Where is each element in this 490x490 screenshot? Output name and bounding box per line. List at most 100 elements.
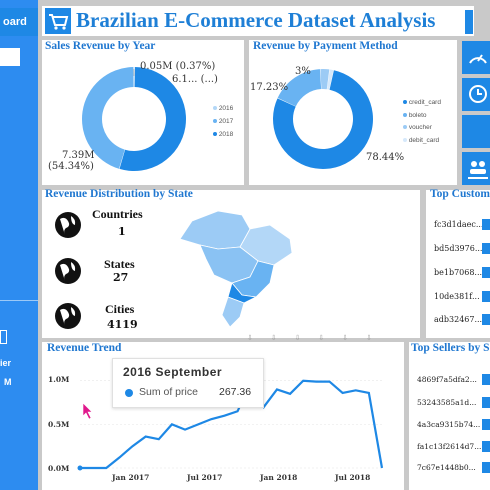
cart-logo	[45, 8, 71, 34]
globe-icon	[55, 258, 81, 284]
nav-button-customers[interactable]	[462, 152, 490, 185]
customer-bar	[482, 243, 490, 254]
seller-bar	[482, 441, 490, 452]
customers-icon	[468, 161, 488, 179]
customer-bar	[482, 291, 490, 302]
top-sellers-title: Top Sellers by S	[411, 342, 490, 354]
seller-id: fa1c13f2614d7...	[417, 442, 482, 451]
year-label-top: 0.05M (0.37%)	[140, 61, 216, 72]
stat-states-label: States	[104, 257, 135, 271]
nav-button-gauge[interactable]	[462, 41, 490, 74]
legend-item-voucher[interactable]: voucher	[403, 122, 441, 135]
tooltip-value: 267.36	[219, 386, 252, 398]
sidebar-divider	[0, 300, 38, 301]
donut-slice-2017[interactable]	[81, 67, 134, 169]
sidebar-toggle[interactable]	[0, 330, 7, 344]
stat-countries-value: 1	[118, 225, 126, 238]
nav-button-blank[interactable]	[462, 115, 490, 148]
clock-icon	[469, 85, 487, 103]
header-bar	[42, 6, 474, 36]
sales-by-year-title: Sales Revenue by Year	[45, 40, 156, 52]
x-tick: Jul 2018	[335, 473, 371, 482]
customer-bar	[482, 219, 490, 230]
legend-item-credit-card[interactable]: credit_card	[403, 97, 441, 110]
top-customers-card	[426, 190, 490, 338]
region-north[interactable]	[179, 210, 251, 250]
seller-bar	[482, 374, 490, 385]
payment-label-a: 3%	[295, 66, 311, 77]
x-tick: Jan 2017	[112, 473, 150, 482]
seller-id: 53243585a1d...	[417, 398, 477, 407]
payment-label-b: 17.23%	[250, 82, 289, 93]
trend-title: Revenue Trend	[47, 342, 122, 354]
tooltip-series-dot	[125, 389, 133, 397]
donut-slice-credit-card[interactable]	[273, 70, 373, 169]
x-tick: Jan 2018	[260, 473, 298, 482]
globe-icon	[55, 212, 81, 238]
chart-tooltip: 2016 September Sum of price 267.36	[112, 358, 264, 408]
region-sao-paulo[interactable]	[227, 282, 258, 304]
cart-icon	[49, 14, 69, 30]
sidebar-label-2: M	[4, 377, 12, 387]
top-sellers-card	[409, 342, 490, 490]
stat-cities-label: Cities	[105, 302, 135, 316]
trend-point-highlight[interactable]	[77, 465, 83, 471]
gauge-icon	[469, 54, 487, 64]
legend-item-boleto[interactable]: boleto	[403, 110, 441, 123]
brazil-map[interactable]	[170, 203, 300, 331]
sidebar-label-1: ier	[0, 358, 12, 368]
stat-states-value: 27	[113, 271, 129, 284]
stat-cities-value: 4119	[107, 318, 138, 331]
region-south[interactable]	[221, 296, 245, 328]
sales-by-year-donut	[81, 67, 186, 171]
donut-slice-boleto[interactable]	[277, 69, 322, 107]
sidebar-search-input[interactable]	[0, 48, 20, 66]
year-label-pct: (54.34%)	[48, 161, 94, 172]
year-legend: 2016 2017 2018	[213, 102, 233, 141]
legend-item-2018[interactable]: 2018	[213, 128, 233, 141]
y-tick: 0.0M	[48, 464, 70, 473]
tooltip-title: 2016 September	[123, 365, 223, 379]
seller-id: 7c67e1448b0...	[417, 463, 476, 472]
seller-id: 4869f7a5dfa2...	[417, 375, 477, 384]
payment-legend: credit_card boleto voucher debit_card	[403, 97, 441, 147]
customer-bar	[482, 314, 490, 325]
sidebar: oard ier M	[0, 0, 38, 490]
payment-method-title: Revenue by Payment Method	[253, 40, 398, 52]
legend-item-debit-card[interactable]: debit_card	[403, 135, 441, 148]
stat-countries-label: Countries	[92, 207, 143, 221]
top-customers-title: Top Custom	[430, 188, 490, 200]
sidebar-title-box	[0, 8, 38, 36]
seller-bar	[482, 462, 490, 473]
donut-slice-debit-card[interactable]	[327, 69, 334, 90]
payment-label-c: 78.44%	[366, 152, 405, 163]
payment-donut	[273, 69, 373, 169]
header-accent	[465, 10, 473, 34]
customer-id: fc3d1daec...	[434, 220, 484, 229]
trend-series-line[interactable]	[79, 379, 384, 470]
donut-slice-2018[interactable]	[119, 67, 186, 171]
year-label-mid: 6.1... (...)	[172, 74, 218, 85]
y-tick: 0.5M	[48, 420, 70, 429]
legend-item-2017[interactable]: 2017	[213, 115, 233, 128]
legend-item-2016[interactable]: 2016	[213, 102, 233, 115]
sidebar-title: oard	[3, 16, 27, 28]
x-tick: Jul 2017	[187, 473, 223, 482]
customer-bar	[482, 267, 490, 278]
customer-id: 10de381f...	[434, 292, 480, 301]
donut-slice-voucher[interactable]	[320, 69, 330, 90]
customer-id: adb32467...	[434, 315, 483, 324]
visual-toolbar[interactable]: ⇩ ⇩ ⇩ ⇩ ⇩ ⇩	[247, 335, 380, 342]
customer-id: bd5d3976...	[434, 244, 483, 253]
mouse-cursor-icon	[82, 402, 93, 420]
page-title: Brazilian E-Commerce Dataset Analysis	[76, 8, 436, 32]
trend-line-chart[interactable]	[42, 342, 404, 490]
seller-bar	[482, 397, 490, 408]
nav-button-clock[interactable]	[462, 78, 490, 111]
y-tick: 1.0M	[48, 375, 70, 384]
year-label-value: 7.39M	[62, 150, 95, 161]
customer-id: be1b7068...	[434, 268, 483, 277]
state-title: Revenue Distribution by State	[45, 188, 193, 200]
globe-icon	[55, 303, 81, 329]
seller-id: 4a3ca9315b74...	[417, 420, 481, 429]
